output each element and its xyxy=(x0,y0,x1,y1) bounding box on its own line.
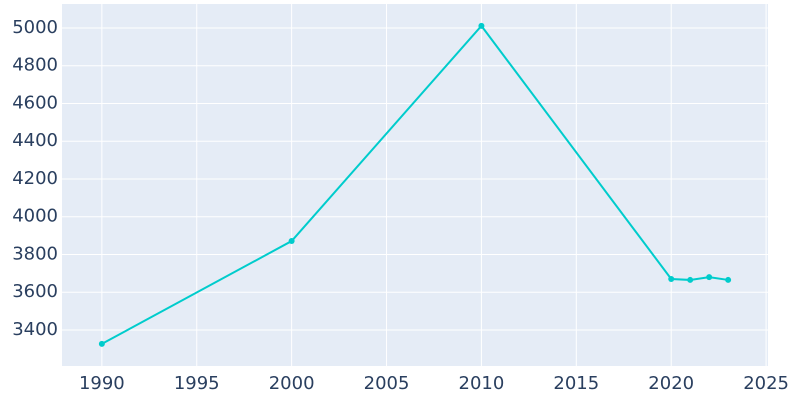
x-tick-label: 2000 xyxy=(269,373,315,394)
plot-area xyxy=(62,4,768,366)
x-tick-label: 2015 xyxy=(553,373,599,394)
point xyxy=(478,22,485,29)
y-tick-label: 3800 xyxy=(12,243,58,264)
point xyxy=(668,275,675,282)
y-tick-label: 3400 xyxy=(12,319,58,340)
y-tick-label: 4600 xyxy=(12,92,58,113)
point xyxy=(687,276,694,283)
y-tick-label: 3600 xyxy=(12,281,58,302)
y-tick-label: 4200 xyxy=(12,168,58,189)
x-tick-label: 1995 xyxy=(174,373,220,394)
x-tick-label: 2020 xyxy=(648,373,694,394)
point xyxy=(288,238,295,245)
y-tick-label: 5000 xyxy=(12,17,58,38)
y-tick-label: 4000 xyxy=(12,206,58,227)
x-tick-label: 2010 xyxy=(459,373,505,394)
x-tick-label: 2005 xyxy=(364,373,410,394)
point xyxy=(706,274,713,281)
point xyxy=(725,276,732,283)
point xyxy=(98,340,105,347)
x-tick-label: 1990 xyxy=(79,373,125,394)
x-tick-label: 2025 xyxy=(743,373,789,394)
y-tick-label: 4800 xyxy=(12,55,58,76)
y-tick-label: 4400 xyxy=(12,130,58,151)
